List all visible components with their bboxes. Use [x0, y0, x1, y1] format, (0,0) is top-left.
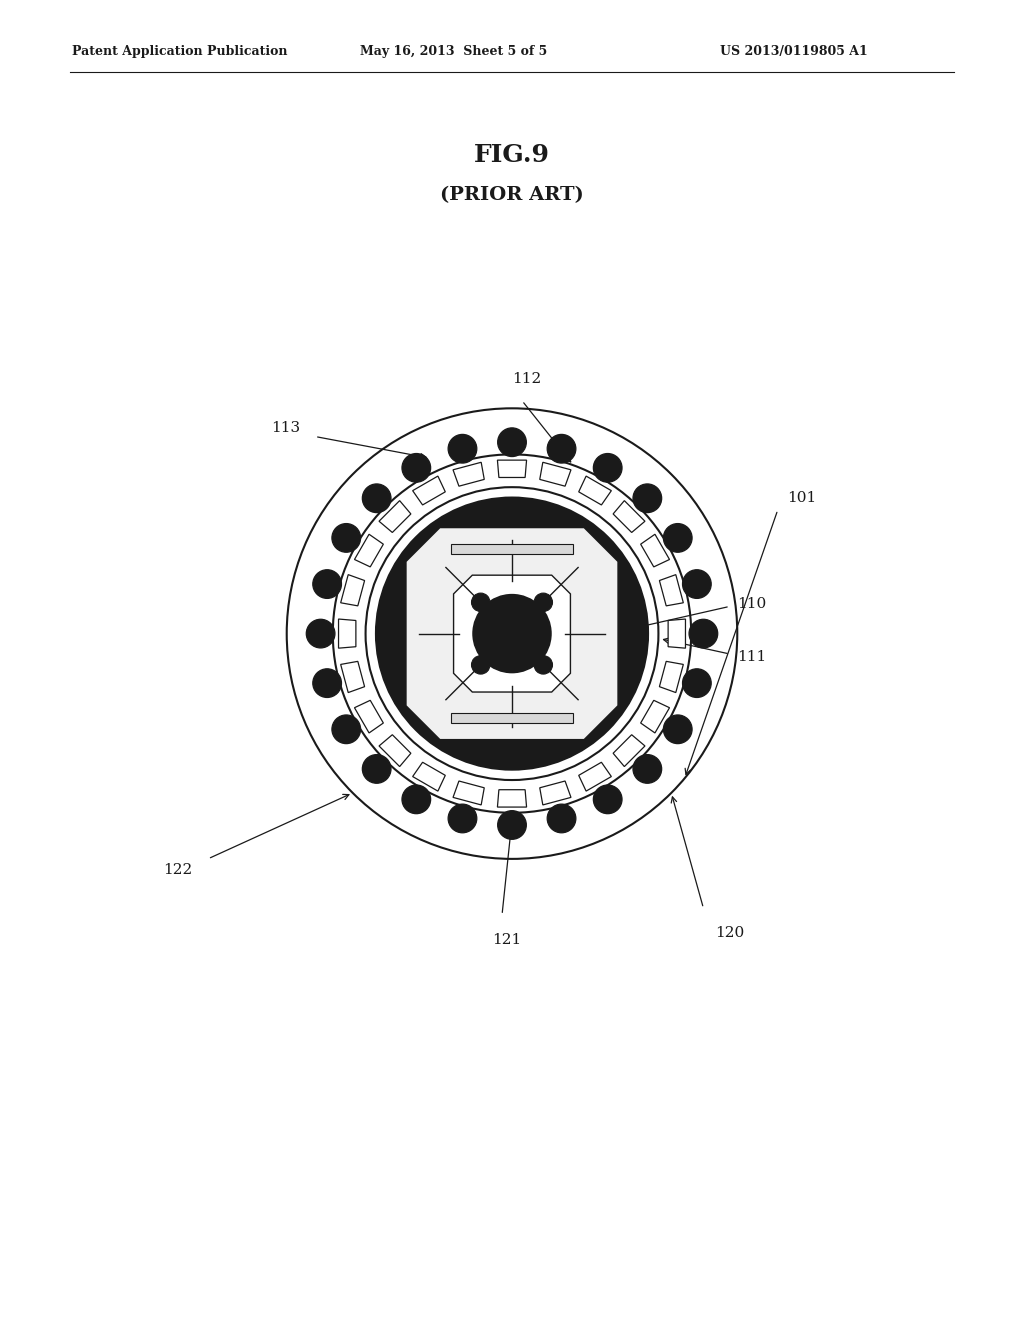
Circle shape [633, 755, 662, 783]
Circle shape [498, 810, 526, 840]
Polygon shape [413, 477, 445, 506]
Text: 110: 110 [736, 597, 766, 611]
Polygon shape [498, 789, 526, 807]
Circle shape [633, 484, 662, 512]
Circle shape [476, 626, 493, 642]
Text: 120: 120 [715, 927, 744, 940]
Polygon shape [341, 574, 365, 606]
Circle shape [683, 669, 712, 697]
Polygon shape [406, 528, 618, 739]
Circle shape [362, 484, 391, 512]
Polygon shape [668, 619, 685, 648]
Polygon shape [379, 735, 411, 767]
Circle shape [531, 626, 548, 642]
Text: 111: 111 [736, 649, 766, 664]
Polygon shape [341, 661, 365, 693]
Polygon shape [659, 574, 683, 606]
Polygon shape [453, 781, 484, 805]
Circle shape [332, 524, 360, 552]
Circle shape [689, 619, 718, 648]
Circle shape [535, 656, 553, 675]
Polygon shape [579, 762, 611, 791]
Polygon shape [498, 461, 526, 478]
Polygon shape [613, 735, 645, 767]
Polygon shape [454, 576, 570, 692]
Text: 122: 122 [163, 863, 193, 878]
Polygon shape [540, 462, 571, 486]
Polygon shape [540, 781, 571, 805]
Polygon shape [641, 535, 670, 566]
Polygon shape [453, 462, 484, 486]
Circle shape [376, 498, 648, 770]
Circle shape [664, 715, 692, 743]
Circle shape [449, 434, 477, 463]
Text: 113: 113 [271, 421, 301, 434]
Polygon shape [452, 713, 572, 723]
Text: May 16, 2013  Sheet 5 of 5: May 16, 2013 Sheet 5 of 5 [360, 45, 547, 58]
Polygon shape [354, 535, 383, 566]
Polygon shape [339, 619, 356, 648]
Text: Patent Application Publication: Patent Application Publication [72, 45, 288, 58]
Circle shape [362, 755, 391, 783]
Polygon shape [641, 701, 670, 733]
Circle shape [664, 524, 692, 552]
Circle shape [312, 570, 341, 598]
Polygon shape [613, 500, 645, 532]
Polygon shape [354, 701, 383, 733]
Polygon shape [413, 762, 445, 791]
Circle shape [498, 428, 526, 457]
Circle shape [473, 595, 551, 672]
Text: US 2013/0119805 A1: US 2013/0119805 A1 [720, 45, 867, 58]
Circle shape [312, 669, 341, 697]
Circle shape [306, 619, 335, 648]
Circle shape [504, 653, 520, 669]
Circle shape [593, 454, 622, 482]
Text: 121: 121 [493, 933, 521, 948]
Circle shape [683, 570, 712, 598]
Circle shape [402, 785, 431, 813]
Circle shape [547, 434, 575, 463]
Circle shape [547, 804, 575, 833]
Circle shape [449, 804, 477, 833]
Text: (PRIOR ART): (PRIOR ART) [440, 186, 584, 205]
Polygon shape [579, 477, 611, 506]
Circle shape [504, 598, 520, 614]
Text: 101: 101 [786, 491, 816, 506]
Circle shape [535, 593, 553, 611]
Polygon shape [379, 500, 411, 532]
Circle shape [402, 454, 431, 482]
Circle shape [471, 593, 489, 611]
Circle shape [332, 715, 360, 743]
Text: FIG.9: FIG.9 [474, 143, 550, 168]
Circle shape [593, 785, 622, 813]
Circle shape [471, 656, 489, 675]
Polygon shape [659, 661, 683, 693]
Polygon shape [452, 544, 572, 554]
Text: 112: 112 [512, 372, 542, 387]
